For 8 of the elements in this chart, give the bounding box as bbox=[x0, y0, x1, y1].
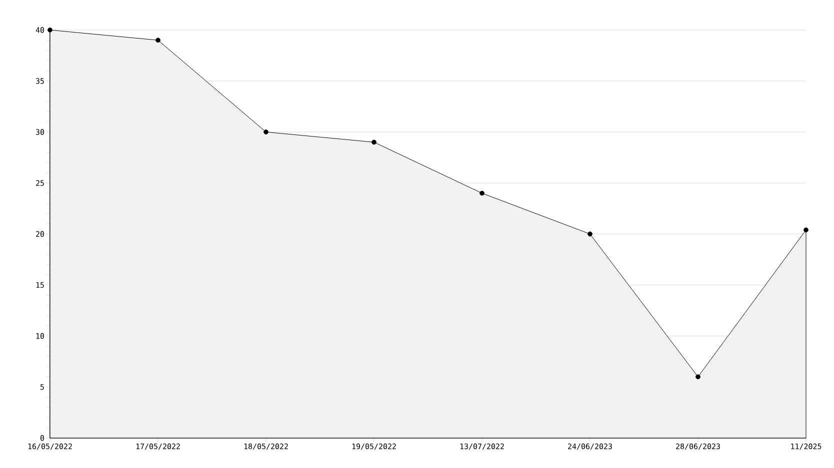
point bbox=[588, 232, 592, 236]
point bbox=[480, 190, 484, 196]
point bbox=[696, 374, 700, 380]
point bbox=[372, 140, 376, 145]
point bbox=[48, 28, 52, 32]
point bbox=[804, 227, 808, 232]
point bbox=[156, 38, 160, 43]
point bbox=[264, 130, 268, 134]
